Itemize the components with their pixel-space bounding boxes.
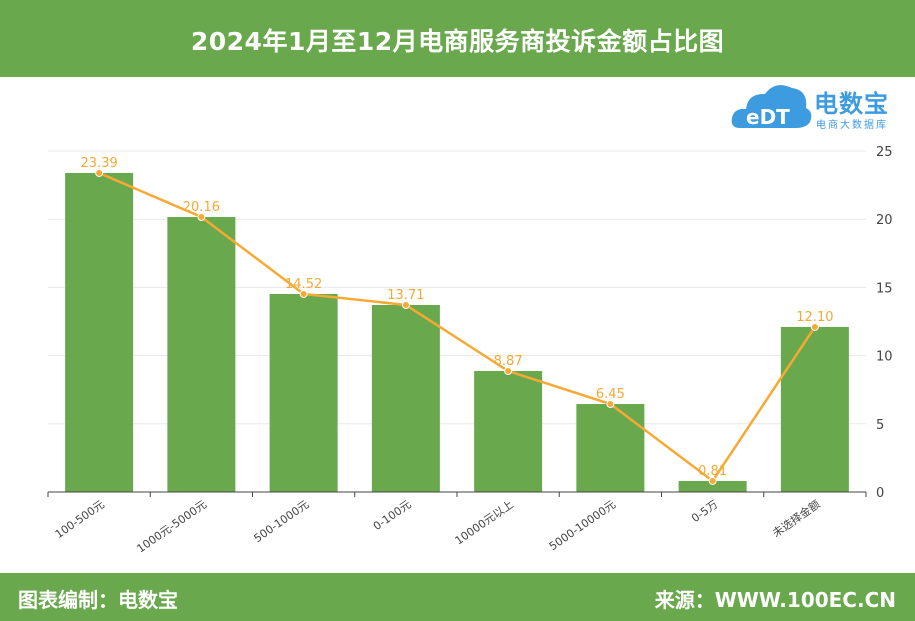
data-labels: 23.39 20.16 14.52 13.71 8.87 6.45 0.81 12.10 <box>81 156 834 479</box>
x-tick-label: 10000元以上 <box>453 498 516 548</box>
y-axis: 0 5 10 15 20 25 <box>876 145 893 501</box>
x-tick-label: 1000元-5000元 <box>134 498 209 556</box>
bar <box>269 293 338 492</box>
bar <box>678 480 747 492</box>
logo: eDT 电数宝 电商大数据库 <box>730 78 910 134</box>
y-tick-label: 20 <box>876 213 893 228</box>
bar <box>474 371 543 492</box>
data-label: 12.10 <box>796 310 833 325</box>
x-tick-label: 未选择金额 <box>770 497 823 540</box>
footer-source: 来源：WWW.100EC.CN <box>654 588 896 612</box>
svg-text:eDT: eDT <box>746 105 790 129</box>
line-point <box>401 300 410 309</box>
line-point <box>708 476 717 485</box>
line-point <box>504 367 513 376</box>
x-tick-label: 500-1000元 <box>251 498 311 545</box>
data-label: 14.52 <box>285 277 322 292</box>
logo-subtitle: 电商大数据库 <box>816 120 888 131</box>
x-axis: 100-500元 1000元-5000元 500-1000元 0-100元 10000元… <box>47 491 867 556</box>
data-label: 23.39 <box>81 156 118 171</box>
line-point <box>810 322 819 331</box>
line-point <box>197 213 206 222</box>
footer-credit: 图表编制：电数宝 <box>18 588 178 612</box>
bar <box>576 404 645 492</box>
line-point <box>95 168 104 177</box>
chart-title: 2024年1月至12月电商服务商投诉金额占比图 <box>190 27 725 56</box>
data-label: 0.81 <box>698 464 727 479</box>
line-point <box>299 289 308 298</box>
line-point <box>606 400 615 409</box>
line-series <box>95 168 819 485</box>
bar <box>65 172 134 493</box>
y-tick-label: 10 <box>876 350 893 365</box>
bar <box>780 326 849 492</box>
footer-bar <box>0 573 915 621</box>
x-tick-label: 5000-10000元 <box>547 498 618 553</box>
y-tick-label: 0 <box>876 486 884 501</box>
bar <box>371 304 440 492</box>
header-bar <box>0 0 915 77</box>
data-label: 6.45 <box>596 387 625 402</box>
data-label: 13.71 <box>387 288 424 303</box>
y-tick-label: 25 <box>876 145 893 160</box>
y-tick-label: 5 <box>876 418 884 433</box>
line-path <box>98 171 816 483</box>
x-tick-label: 100-500元 <box>53 498 107 541</box>
x-tick-label: 0-5万 <box>689 498 720 525</box>
y-tick-label: 15 <box>876 281 893 296</box>
bars <box>65 172 849 493</box>
data-label: 8.87 <box>494 354 523 369</box>
logo-name: 电数宝 <box>814 90 889 118</box>
bar <box>167 217 236 493</box>
x-tick-label: 0-100元 <box>371 498 414 533</box>
cloud-logo-icon: eDT <box>731 85 812 129</box>
data-label: 20.16 <box>183 200 220 215</box>
